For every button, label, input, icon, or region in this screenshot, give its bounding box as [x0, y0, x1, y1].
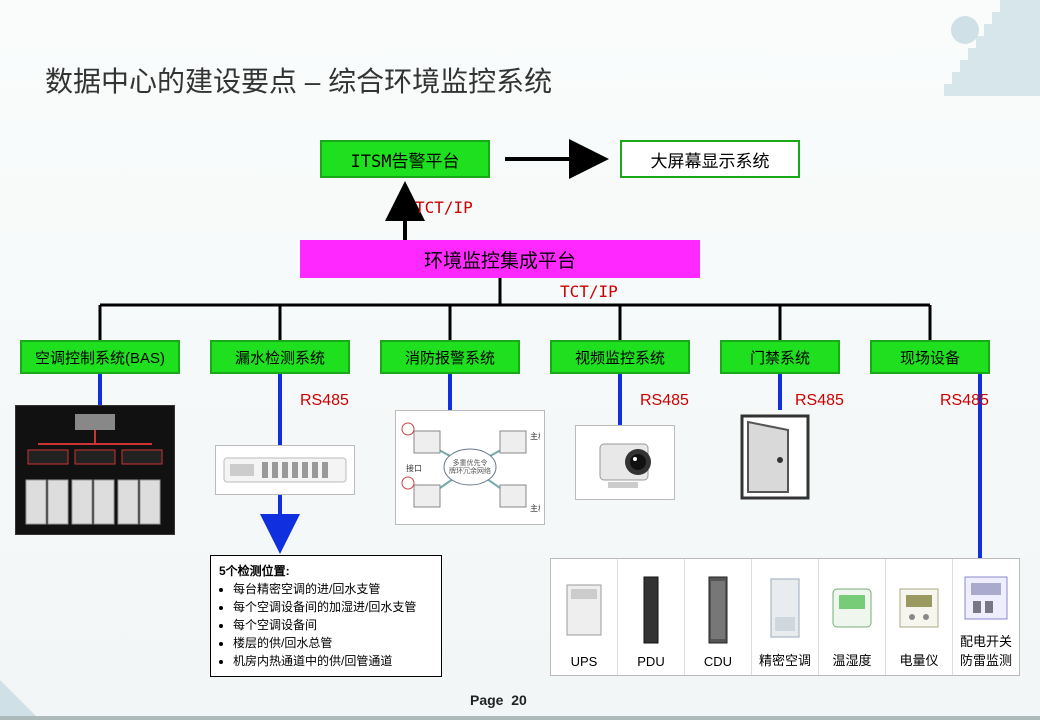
svg-text:主机: 主机 [530, 431, 540, 441]
equip-cdu: CDU [685, 559, 752, 675]
proto-sub-1: RS485 [300, 392, 349, 410]
note-box: 5个检测位置: 每台精密空调的进/回水支管 每个空调设备间的加湿进/回水支管 每… [210, 555, 442, 677]
proto-tcpip-2: TCT/IP [560, 282, 618, 301]
note-item: 每个空调设备间的加湿进/回水支管 [233, 598, 433, 616]
note-list: 每台精密空调的进/回水支管 每个空调设备间的加湿进/回水支管 每个空调设备间 楼… [219, 580, 433, 670]
page-title: 数据中心的建设要点 – 综合环境监控系统 [45, 60, 552, 100]
svg-text:多重优先令: 多重优先令 [453, 458, 488, 467]
note-item: 机房内热通道中的供/回管通道 [233, 652, 433, 670]
illus-leak [215, 445, 355, 495]
svg-text:接口: 接口 [406, 463, 422, 473]
sub-3: 视频监控系统 [550, 340, 690, 374]
illus-bas [15, 405, 175, 535]
sub-5: 现场设备 [870, 340, 990, 374]
note-title: 5个检测位置: [219, 564, 290, 578]
sub-0: 空调控制系统(BAS) [20, 340, 180, 374]
proto-tcpip-1: TCT/IP [415, 198, 473, 217]
corner-bl [0, 680, 40, 720]
equip-ac: 精密空调 [752, 559, 819, 675]
illus-door [730, 410, 820, 505]
note-item: 楼层的供/回水总管 [233, 634, 433, 652]
corner-decoration [920, 0, 1040, 130]
proto-sub-3: RS485 [640, 392, 689, 410]
svg-text:主机: 主机 [530, 503, 540, 513]
bottom-bar [0, 716, 1040, 720]
box-platform: 环境监控集成平台 [300, 240, 700, 278]
sub-4: 门禁系统 [720, 340, 840, 374]
equip-meter: 电量仪 [886, 559, 953, 675]
sub-2: 消防报警系统 [380, 340, 520, 374]
equip-dist: 配电开关 防雷监测 [953, 559, 1019, 675]
svg-text:牌环冗余网络: 牌环冗余网络 [449, 466, 491, 475]
page-footer: Page 20 [470, 692, 527, 708]
equip-th: 温湿度 [819, 559, 886, 675]
equip-ups: UPS [551, 559, 618, 675]
note-item: 每个空调设备间 [233, 616, 433, 634]
illus-fire: 多重优先令 牌环冗余网络 主机 主机 接口 [395, 410, 545, 525]
proto-sub-5: RS485 [940, 392, 989, 410]
proto-sub-4: RS485 [795, 392, 844, 410]
box-bigscreen: 大屏幕显示系统 [620, 140, 800, 178]
sub-1: 漏水检测系统 [210, 340, 350, 374]
note-item: 每台精密空调的进/回水支管 [233, 580, 433, 598]
illus-camera [575, 425, 675, 500]
equip-row: UPS PDU CDU 精密空调 温湿度 电量仪 配电开关 防雷监测 [550, 558, 1020, 676]
equip-pdu: PDU [618, 559, 685, 675]
box-itsm: ITSM告警平台 [320, 140, 490, 178]
